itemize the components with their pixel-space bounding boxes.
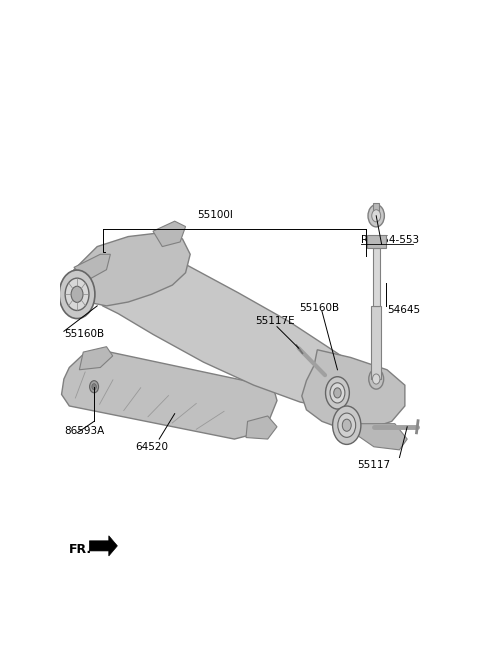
- Polygon shape: [61, 350, 277, 439]
- Bar: [373, 203, 379, 216]
- Circle shape: [330, 383, 345, 403]
- Circle shape: [90, 380, 98, 393]
- Polygon shape: [97, 252, 362, 408]
- Text: 55160B: 55160B: [64, 329, 104, 339]
- Text: 55100I: 55100I: [197, 210, 233, 220]
- Circle shape: [92, 384, 96, 390]
- Circle shape: [334, 388, 341, 398]
- Text: REF.54-553: REF.54-553: [360, 236, 419, 245]
- Text: 55117: 55117: [357, 461, 390, 470]
- Circle shape: [333, 406, 361, 444]
- Polygon shape: [74, 255, 110, 281]
- Polygon shape: [356, 424, 407, 450]
- Polygon shape: [89, 536, 117, 556]
- Text: 64520: 64520: [135, 441, 168, 452]
- Circle shape: [325, 377, 349, 409]
- Circle shape: [368, 205, 384, 227]
- Bar: [367, 236, 385, 249]
- Text: 86593A: 86593A: [64, 426, 104, 436]
- Circle shape: [59, 270, 95, 319]
- Text: 55160B: 55160B: [299, 303, 339, 313]
- Polygon shape: [153, 221, 186, 247]
- Circle shape: [342, 419, 351, 431]
- Circle shape: [338, 413, 356, 438]
- Polygon shape: [79, 346, 113, 370]
- Circle shape: [71, 286, 83, 302]
- Text: FR.: FR.: [69, 543, 93, 556]
- Circle shape: [65, 278, 89, 310]
- Polygon shape: [246, 416, 277, 439]
- Bar: [371, 306, 382, 379]
- Circle shape: [372, 210, 381, 222]
- Bar: [372, 249, 380, 306]
- Polygon shape: [302, 350, 405, 429]
- Text: 55117E: 55117E: [255, 316, 295, 326]
- Circle shape: [372, 374, 380, 384]
- Circle shape: [369, 369, 384, 389]
- Polygon shape: [69, 233, 190, 306]
- Text: 54645: 54645: [387, 305, 420, 315]
